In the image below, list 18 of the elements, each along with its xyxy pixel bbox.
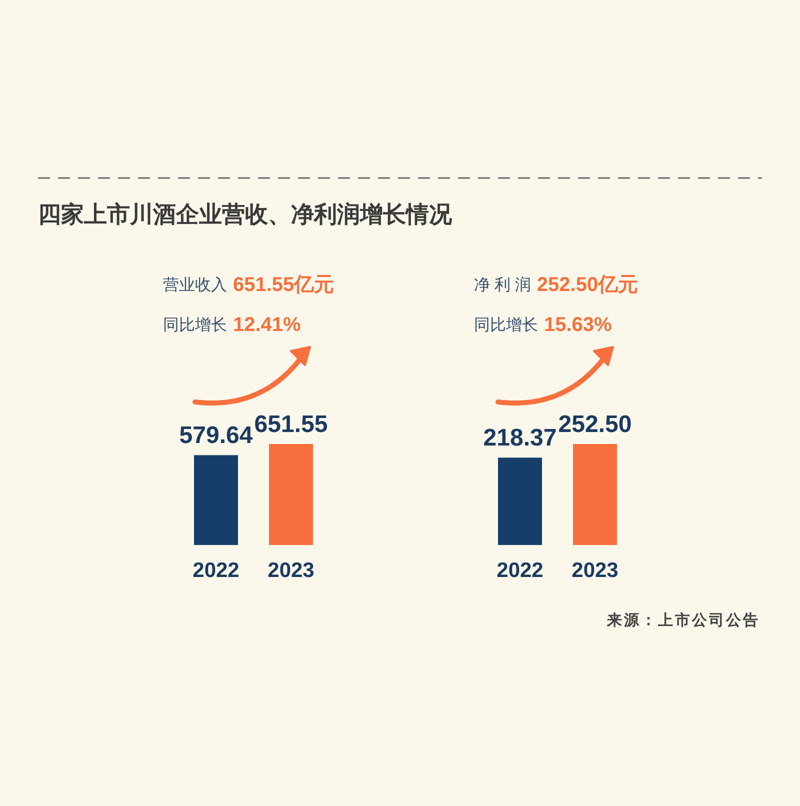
text: 同比增长 (474, 316, 538, 334)
data-label: 252.50 (558, 411, 632, 438)
chart-title: 四家上市川酒企业营收、净利润增长情况 (38, 201, 453, 227)
text: 净 利 润 (474, 276, 531, 294)
text: 15.63% (544, 314, 612, 336)
x-tick-label: 2023 (572, 559, 618, 582)
text: 12.41% (233, 314, 302, 336)
data-label: 579.64 (179, 422, 254, 450)
x-tick-label: 2022 (496, 559, 544, 582)
data-label: 218.37 (483, 424, 557, 452)
x-tick-label: 2022 (192, 559, 240, 582)
text: 同比增长 (163, 316, 227, 334)
text: 252.50亿元 (536, 274, 638, 296)
x-tick-label: 2023 (268, 559, 314, 582)
text: 651.55亿元 (233, 274, 334, 296)
source-note: 来源：上市公司公告 (606, 611, 760, 629)
data-label: 651.55 (254, 411, 328, 438)
text: 营业收入 (163, 276, 227, 294)
